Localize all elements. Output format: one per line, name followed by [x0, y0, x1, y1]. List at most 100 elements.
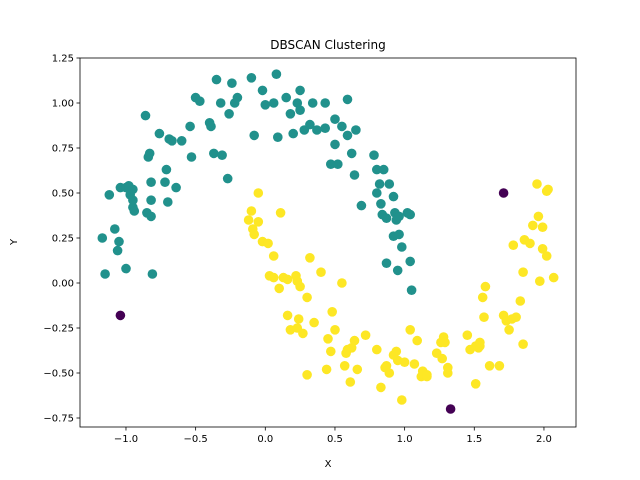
data-point — [144, 148, 155, 159]
data-point — [406, 285, 417, 296]
y-tick-label: 0.00 — [52, 279, 74, 290]
data-point — [360, 330, 371, 341]
data-point — [97, 233, 108, 243]
data-point — [253, 217, 264, 227]
data-point — [345, 377, 356, 387]
data-point — [309, 317, 319, 328]
y-tick-label: 1.00 — [52, 99, 74, 110]
data-point — [372, 188, 382, 198]
data-point — [498, 188, 509, 198]
data-point — [342, 94, 353, 105]
data-point — [305, 252, 315, 263]
data-point — [376, 382, 386, 393]
data-point — [195, 96, 205, 106]
data-point — [275, 208, 286, 218]
data-point — [437, 353, 448, 364]
data-point — [392, 265, 403, 276]
data-point — [115, 310, 126, 321]
x-axis-label: X — [325, 459, 332, 470]
data-point — [397, 395, 407, 405]
data-point — [243, 215, 254, 225]
data-point — [346, 343, 357, 353]
x-tick-label: 1.5 — [466, 434, 482, 445]
data-point — [339, 361, 350, 371]
data-point — [167, 136, 177, 146]
plot-area-frame — [79, 57, 577, 428]
data-point — [384, 368, 395, 378]
data-point — [445, 404, 456, 414]
data-point — [320, 123, 331, 133]
data-point — [330, 325, 340, 335]
data-point — [114, 236, 124, 247]
data-point — [381, 361, 392, 371]
data-point — [409, 359, 420, 369]
data-point — [295, 105, 305, 115]
y-tick-label: 0.25 — [52, 234, 74, 245]
data-point — [246, 206, 257, 216]
data-point — [346, 148, 357, 159]
data-point — [323, 334, 333, 344]
data-point — [282, 274, 293, 285]
data-points — [97, 69, 559, 414]
data-point — [543, 184, 553, 195]
data-point — [176, 136, 187, 146]
data-point — [356, 200, 367, 211]
data-point — [372, 164, 382, 175]
data-point — [484, 361, 495, 371]
data-point — [224, 109, 234, 119]
data-point — [302, 370, 312, 380]
data-point — [110, 224, 120, 234]
data-point — [163, 197, 173, 207]
data-point — [100, 269, 110, 279]
data-point — [326, 159, 336, 169]
data-point — [470, 379, 481, 389]
data-point — [351, 125, 361, 135]
data-point — [381, 213, 392, 223]
data-point — [217, 150, 227, 160]
data-point — [349, 335, 360, 346]
data-point — [330, 139, 340, 150]
data-point — [288, 128, 299, 139]
data-point — [128, 184, 138, 195]
data-point — [391, 346, 402, 357]
data-point — [327, 307, 338, 317]
data-point — [249, 130, 259, 141]
data-point — [321, 364, 332, 375]
data-point — [378, 164, 389, 175]
data-point — [532, 179, 542, 189]
data-point — [227, 78, 237, 88]
data-point — [285, 109, 296, 119]
data-point — [312, 125, 322, 135]
data-point — [374, 179, 385, 189]
data-point — [412, 335, 423, 346]
data-point — [475, 337, 485, 348]
data-point — [504, 325, 514, 335]
data-point — [104, 190, 115, 200]
data-point — [140, 110, 151, 121]
y-axis-ticks: −0.75 −0.50 −0.25 0.00 0.25 0.50 0.75 1.00 1.25 — [43, 54, 80, 425]
data-point — [185, 121, 195, 132]
data-point — [511, 312, 521, 323]
data-point — [525, 238, 535, 249]
y-tick-label: 1.25 — [52, 54, 74, 65]
data-point — [263, 238, 273, 249]
data-point — [518, 339, 528, 350]
data-point — [480, 281, 491, 292]
data-point — [268, 251, 279, 261]
data-point — [211, 74, 222, 85]
data-point — [477, 292, 488, 303]
data-point — [422, 371, 432, 382]
data-point — [330, 114, 340, 124]
data-point — [160, 177, 170, 187]
data-point — [260, 100, 271, 110]
x-tick-label: 1.0 — [397, 434, 413, 445]
data-point — [405, 325, 416, 335]
y-tick-label: 0.75 — [52, 144, 74, 155]
data-point — [508, 240, 519, 250]
data-point — [282, 310, 293, 321]
data-point — [320, 98, 331, 108]
data-point — [307, 98, 318, 108]
data-point — [515, 296, 526, 306]
chart-title: DBSCAN Clustering — [270, 38, 385, 52]
data-point — [384, 179, 395, 189]
